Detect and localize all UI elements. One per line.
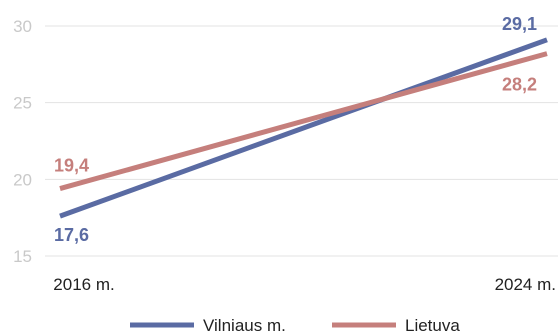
y-tick-label: 20 [13, 170, 32, 189]
data-label: 29,1 [502, 14, 537, 34]
legend: Vilniaus m. Lietuva [130, 316, 460, 333]
grid-lines [45, 25, 558, 257]
data-label: 28,2 [502, 75, 537, 95]
data-labels: 17,6 29,1 19,4 28,2 [54, 14, 537, 245]
data-label: 17,6 [54, 225, 89, 245]
data-label: 19,4 [54, 156, 89, 176]
y-tick-label: 25 [13, 94, 32, 113]
y-axis-ticks: 15 20 25 30 [13, 17, 32, 266]
y-tick-label: 30 [13, 17, 32, 36]
series-line [59, 51, 548, 191]
legend-label: Lietuva [405, 316, 460, 333]
series-lines [59, 37, 548, 219]
x-axis-ticks: 2016 m. 2024 m. [53, 275, 556, 294]
legend-label: Vilniaus m. [203, 316, 286, 333]
y-tick-label: 15 [13, 247, 32, 266]
x-tick-label: 2016 m. [53, 275, 114, 294]
x-tick-label: 2024 m. [495, 275, 556, 294]
series-line [59, 37, 548, 219]
